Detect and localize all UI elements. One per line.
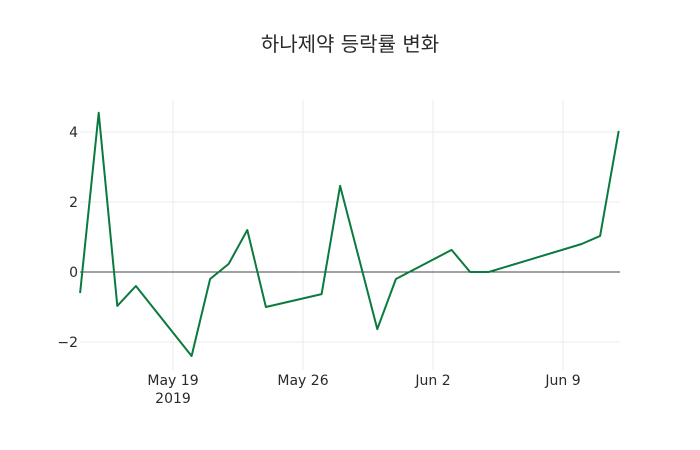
y-tick-label: 2 (69, 195, 78, 211)
chart-title: 하나제약 등락률 변화 (260, 32, 440, 56)
y-axis-ticks: −2 0 2 4 (57, 125, 78, 351)
x-tick-label: May 26 (277, 373, 328, 389)
data-series-line (79, 111, 620, 357)
series-line (79, 111, 620, 357)
gridlines (80, 100, 620, 370)
y-tick-label: 4 (69, 125, 78, 141)
x-tick-label: May 19 (147, 373, 198, 389)
x-axis-ticks: May 19 2019 May 26 Jun 2 Jun 9 (147, 373, 580, 407)
x-tick-label: Jun 2 (414, 373, 450, 389)
y-tick-label: −2 (57, 335, 78, 351)
x-tick-label: Jun 9 (544, 373, 580, 389)
x-tick-year-label: 2019 (155, 391, 191, 407)
y-tick-label: 0 (69, 265, 78, 281)
